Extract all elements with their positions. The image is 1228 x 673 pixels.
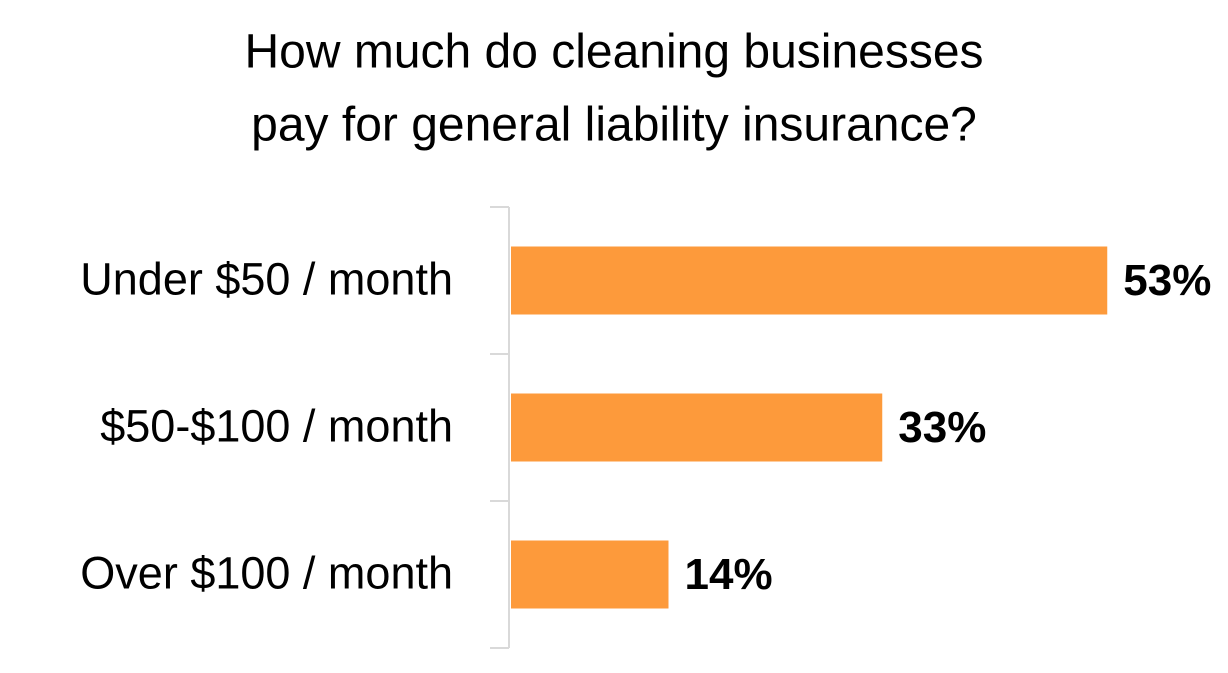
chart-title: pay for general liability insurance? xyxy=(251,99,977,152)
bar xyxy=(511,246,1108,315)
category-label: $50-$100 / month xyxy=(100,400,453,451)
value-label: 53% xyxy=(1123,256,1211,305)
category-label: Over $100 / month xyxy=(80,547,453,598)
category-label: Under $50 / month xyxy=(80,253,453,304)
value-label: 33% xyxy=(898,403,986,452)
bar xyxy=(511,393,883,462)
category-axis xyxy=(490,206,510,649)
chart-title: How much do cleaning businesses xyxy=(244,26,983,79)
bar xyxy=(511,540,669,609)
value-label: 14% xyxy=(685,550,773,599)
